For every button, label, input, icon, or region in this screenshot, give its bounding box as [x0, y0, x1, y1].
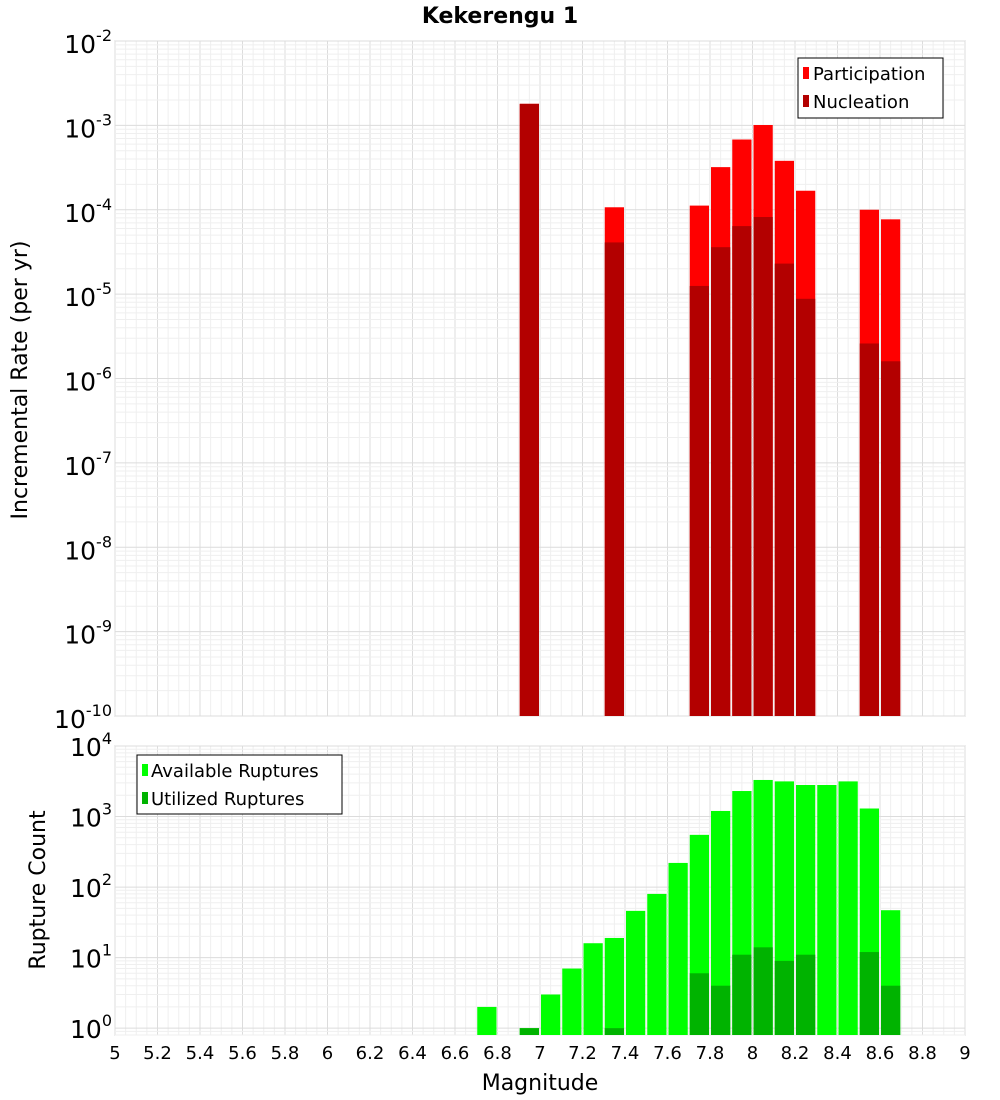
y-tick-label: 10-5	[64, 279, 112, 312]
count-back-bar	[626, 910, 646, 1035]
y-tick-label: 10-4	[64, 195, 112, 228]
x-tick-label: 6.8	[483, 1043, 512, 1064]
x-tick-label: 6.2	[356, 1043, 385, 1064]
nucleation-legend-label: Nucleation	[813, 92, 909, 113]
count-front-bar	[774, 960, 794, 1035]
rate-bars	[519, 103, 901, 717]
rate-front-bar	[753, 217, 773, 716]
y-tick-label: 104	[70, 729, 112, 762]
x-tick-label: 7.8	[696, 1043, 725, 1064]
y-tick-label: 10-8	[64, 532, 112, 565]
count-front-bar	[753, 947, 773, 1035]
x-tick-label: 7	[534, 1043, 545, 1064]
rate-front-bar	[774, 263, 794, 716]
count-y-axis-title: Rupture Count	[26, 810, 51, 970]
count-back-bar	[668, 862, 688, 1035]
count-bars	[477, 779, 901, 1035]
count-back-bar	[817, 784, 837, 1035]
y-tick-label: 100	[70, 1011, 112, 1044]
count-panel: 100 101 102 103 104 5 5.2 5.4 5.6 5.8 6 6.2 6.4 6.6 6…	[26, 729, 971, 1096]
x-tick-label: 7.6	[653, 1043, 682, 1064]
count-front-bar	[732, 954, 752, 1035]
count-front-bar	[859, 952, 879, 1035]
x-tick-label: 5.4	[186, 1043, 215, 1064]
x-tick-label: 8	[747, 1043, 758, 1064]
count-back-bar	[477, 1006, 497, 1035]
rate-front-bar	[711, 247, 731, 716]
utilized-legend-swatch	[142, 792, 148, 804]
count-legend: Available Ruptures Utilized Ruptures	[136, 754, 343, 815]
available-legend-label: Available Ruptures	[151, 761, 319, 782]
count-front-bar	[881, 985, 901, 1035]
y-tick-label: 102	[70, 870, 112, 903]
count-back-bar	[583, 943, 603, 1035]
rate-front-bar	[689, 285, 709, 716]
rate-legend: Participation Nucleation	[797, 57, 944, 119]
rate-gridlines	[114, 40, 966, 717]
participation-legend-swatch	[803, 67, 809, 79]
rate-front-bar	[732, 226, 752, 716]
y-tick-label: 10-2	[64, 26, 112, 59]
x-tick-label: 6	[322, 1043, 333, 1064]
rate-y-tick-labels: 10-10 10-9 10-8 10-7 10-6 10-5 10-4 10-3 10-2	[54, 26, 112, 734]
x-tick-label: 8.6	[866, 1043, 895, 1064]
y-tick-label: 10-9	[64, 617, 112, 650]
y-tick-label: 10-7	[64, 448, 112, 481]
rate-front-bar	[881, 361, 901, 716]
count-legend-box	[136, 754, 343, 815]
rate-y-axis-title: Incremental Rate (per yr)	[8, 241, 33, 520]
count-back-bar	[604, 937, 624, 1035]
x-tick-labels: 5 5.2 5.4 5.6 5.8 6 6.2 6.4 6.6 6.8 7 7.2 7.4 7.6 7.8 8…	[109, 1043, 970, 1064]
available-legend-swatch	[142, 764, 148, 776]
utilized-legend-label: Utilized Ruptures	[151, 789, 304, 810]
count-back-bar	[711, 810, 731, 1035]
rate-front-bar	[604, 242, 624, 716]
count-front-bar	[519, 1028, 539, 1035]
rate-legend-box	[797, 57, 944, 119]
y-tick-label: 10-6	[64, 364, 112, 397]
x-tick-label: 5.6	[228, 1043, 257, 1064]
rate-panel: 10-10 10-9 10-8 10-7 10-6 10-5 10-4 10-3 10-2 In…	[8, 26, 966, 734]
x-tick-label: 7.2	[568, 1043, 597, 1064]
count-front-bar	[689, 973, 709, 1035]
y-tick-label: 10-3	[64, 110, 112, 143]
y-tick-label: 103	[70, 800, 112, 833]
count-back-bar	[838, 781, 858, 1035]
rate-front-bar	[519, 103, 539, 717]
count-back-bar	[647, 893, 667, 1035]
chart-title: Kekerengu 1	[422, 4, 578, 29]
x-tick-label: 6.6	[441, 1043, 470, 1064]
rate-front-bar	[796, 298, 816, 716]
y-tick-label: 101	[70, 941, 112, 974]
participation-legend-label: Participation	[813, 64, 925, 85]
count-back-bar	[541, 994, 561, 1035]
y-tick-label: 10-10	[54, 701, 112, 734]
x-tick-label: 9	[959, 1043, 970, 1064]
x-tick-label: 5.8	[271, 1043, 300, 1064]
count-front-bar	[711, 985, 731, 1035]
count-front-bar	[604, 1028, 624, 1035]
x-tick-label: 8.4	[823, 1043, 852, 1064]
x-tick-label: 7.4	[611, 1043, 640, 1064]
count-front-bar	[796, 954, 816, 1035]
nucleation-legend-swatch	[803, 95, 809, 107]
x-tick-label: 5.2	[143, 1043, 172, 1064]
rate-front-bar	[859, 343, 879, 716]
x-tick-label: 5	[109, 1043, 120, 1064]
count-back-bar	[562, 968, 582, 1035]
x-tick-label: 8.8	[908, 1043, 937, 1064]
count-y-tick-labels: 100 101 102 103 104	[70, 729, 112, 1044]
x-tick-label: 8.2	[781, 1043, 810, 1064]
x-tick-label: 6.4	[398, 1043, 427, 1064]
x-axis-title: Magnitude	[482, 1071, 599, 1096]
